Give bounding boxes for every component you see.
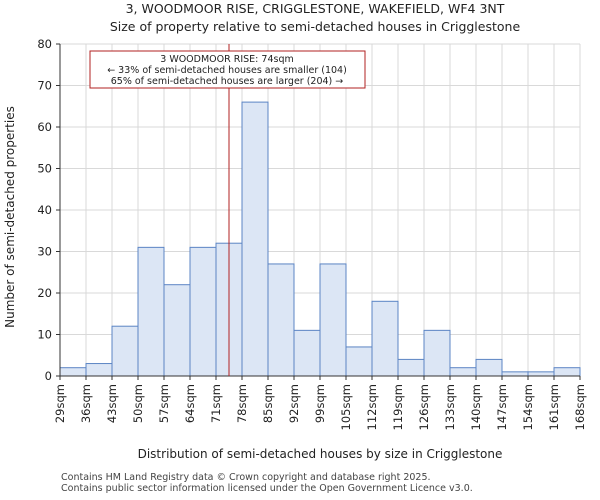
bars bbox=[59, 101, 581, 377]
x-tick-label: 140sqm bbox=[469, 384, 483, 430]
y-tick-label: 70 bbox=[37, 79, 52, 93]
x-tick-label: 36sqm bbox=[79, 384, 93, 423]
x-tick-label: 161sqm bbox=[547, 384, 561, 430]
x-tick-label: 105sqm bbox=[339, 384, 353, 430]
y-axis-label: Number of semi-detached properties bbox=[3, 106, 17, 328]
x-tick-label: 57sqm bbox=[157, 384, 171, 423]
bar bbox=[137, 246, 165, 377]
x-axis-label: Distribution of semi-detached houses by … bbox=[138, 447, 503, 461]
bar bbox=[345, 346, 373, 377]
bar bbox=[423, 329, 451, 377]
annotation-line-2: ← 33% of semi-detached houses are smalle… bbox=[107, 65, 347, 76]
bar bbox=[189, 246, 217, 377]
y-tick-label: 20 bbox=[37, 286, 52, 300]
y-tick-label: 40 bbox=[37, 203, 52, 217]
y-tick-label: 10 bbox=[37, 328, 52, 342]
x-tick-label: 112sqm bbox=[365, 384, 379, 430]
x-tick-label: 154sqm bbox=[521, 384, 535, 430]
annotation-line-1: 3 WOODMOOR RISE: 74sqm bbox=[160, 54, 293, 65]
x-tick-label: 126sqm bbox=[417, 384, 431, 430]
bar bbox=[111, 325, 139, 377]
x-tick-label: 64sqm bbox=[183, 384, 197, 423]
annotation-box: 3 WOODMOOR RISE: 74sqm ← 33% of semi-det… bbox=[89, 50, 366, 89]
x-tick-label: 168sqm bbox=[573, 384, 587, 430]
annotation-line-3: 65% of semi-detached houses are larger (… bbox=[111, 76, 344, 87]
y-tick-label: 0 bbox=[45, 369, 52, 383]
bar bbox=[163, 284, 191, 377]
bar bbox=[319, 263, 347, 377]
bar bbox=[475, 358, 503, 377]
x-tick-label: 71sqm bbox=[209, 384, 223, 423]
x-tick-label: 85sqm bbox=[261, 384, 275, 423]
bar bbox=[241, 101, 269, 377]
axes bbox=[56, 43, 581, 380]
bar bbox=[397, 358, 425, 377]
y-tick-label: 50 bbox=[37, 162, 52, 176]
x-tick-label: 92sqm bbox=[287, 384, 301, 423]
x-tick-label: 50sqm bbox=[131, 384, 145, 423]
bar bbox=[371, 300, 399, 377]
bar bbox=[553, 367, 581, 377]
x-tick-label: 133sqm bbox=[443, 384, 457, 430]
y-tick-label: 80 bbox=[37, 37, 52, 51]
x-tick-label: 78sqm bbox=[235, 384, 249, 423]
y-tick-labels: 0 10 20 30 40 50 60 70 80 bbox=[37, 37, 52, 383]
bar bbox=[293, 329, 321, 377]
y-tick-label: 60 bbox=[37, 120, 52, 134]
bar bbox=[85, 363, 113, 377]
x-tick-label: 147sqm bbox=[495, 384, 509, 430]
y-tick-label: 30 bbox=[37, 245, 52, 259]
bar bbox=[59, 367, 87, 377]
x-tick-labels: 29sqm 36sqm 43sqm 50sqm 57sqm 64sqm 71sqm 78sqm… bbox=[53, 384, 587, 430]
bar bbox=[501, 371, 529, 377]
chart-title: 3, WOODMOOR RISE, CRIGGLESTONE, WAKEFIEL… bbox=[126, 1, 505, 16]
x-tick-label: 29sqm bbox=[53, 384, 67, 423]
x-tick-label: 43sqm bbox=[105, 384, 119, 423]
bar bbox=[267, 263, 295, 377]
bar bbox=[527, 371, 555, 377]
x-tick-label: 99sqm bbox=[313, 384, 327, 423]
footer-line-1: Contains HM Land Registry data © Crown c… bbox=[61, 472, 431, 483]
bar bbox=[449, 367, 477, 377]
footer-line-2: Contains public sector information licen… bbox=[61, 483, 473, 494]
chart-subtitle: Size of property relative to semi-detach… bbox=[110, 19, 521, 34]
x-tick-label: 119sqm bbox=[391, 384, 405, 430]
